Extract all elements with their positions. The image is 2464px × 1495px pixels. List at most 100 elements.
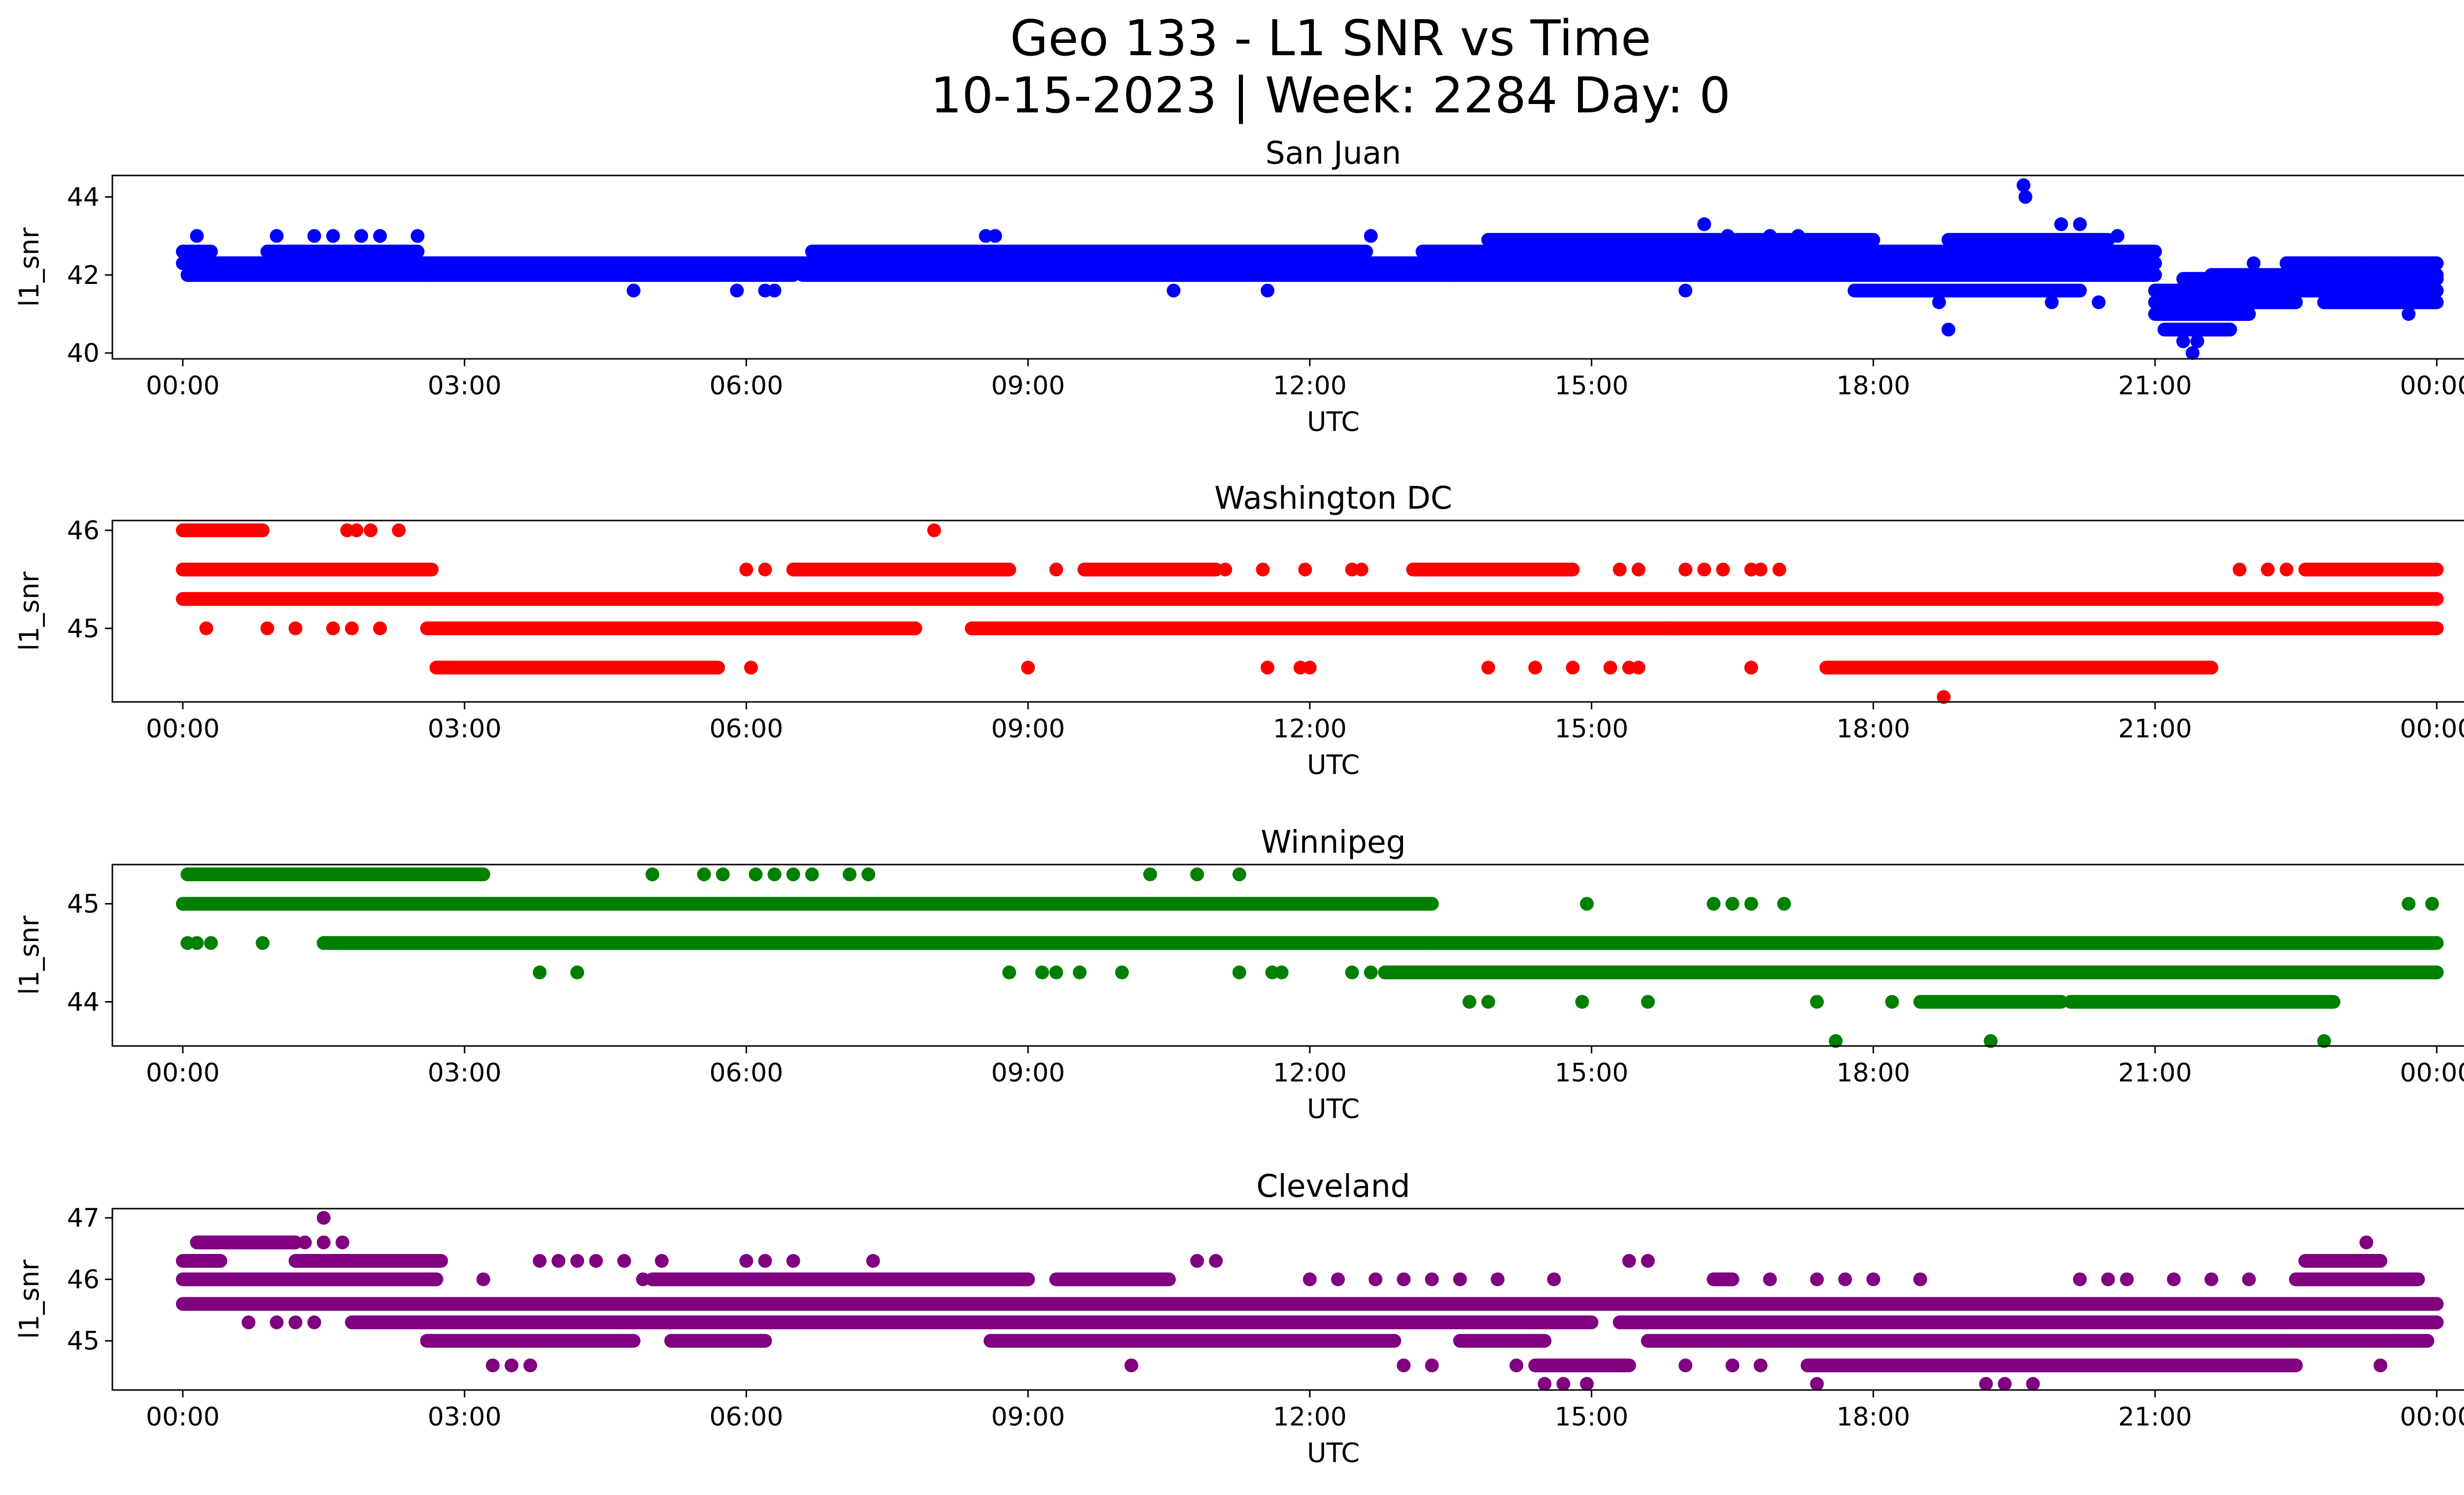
data-point xyxy=(1491,1272,1505,1286)
data-point xyxy=(2260,562,2275,577)
data-point xyxy=(241,1315,256,1329)
data-point xyxy=(2317,1034,2331,1048)
data-point xyxy=(1941,322,1955,337)
data-point xyxy=(1021,661,1035,675)
data-point xyxy=(1580,1377,1594,1391)
data-point xyxy=(805,867,819,881)
data-point xyxy=(2045,295,2059,310)
data-point-run xyxy=(1800,1358,2303,1373)
data-point-run xyxy=(805,256,2162,271)
data-point xyxy=(1725,1358,1740,1373)
x-tick-label: 12:00 xyxy=(1273,371,1347,401)
data-point xyxy=(1302,1272,1317,1286)
data-point xyxy=(2073,1272,2087,1286)
data-point-run xyxy=(1481,233,1881,247)
data-point xyxy=(927,523,941,537)
x-tick-label: 00:00 xyxy=(146,714,220,744)
x-tick-label: 00:00 xyxy=(146,1058,220,1088)
data-point xyxy=(2204,1272,2219,1286)
data-point xyxy=(739,1254,753,1268)
data-point-run xyxy=(786,562,1017,577)
data-point xyxy=(354,229,369,243)
data-point xyxy=(697,867,711,881)
data-point xyxy=(2190,334,2204,348)
data-point xyxy=(1261,283,1275,298)
data-point xyxy=(1984,1034,1998,1048)
data-point xyxy=(373,229,387,243)
data-point xyxy=(1697,217,1711,231)
data-point xyxy=(1049,965,1063,979)
data-point xyxy=(1678,562,1693,577)
data-point xyxy=(504,1358,518,1373)
y-tick-label: 44 xyxy=(67,987,100,1017)
data-point-run xyxy=(420,621,923,635)
data-point-run xyxy=(2289,1272,2425,1286)
data-point xyxy=(1612,562,1627,577)
data-point-run xyxy=(1049,1272,1176,1286)
data-point-run xyxy=(2298,1254,2388,1268)
x-tick-label: 15:00 xyxy=(1555,714,1629,744)
data-point xyxy=(1744,661,1758,675)
data-point xyxy=(767,283,782,298)
data-point xyxy=(2392,256,2406,271)
data-point-run xyxy=(1415,244,2162,259)
y-axis-label: l1_snr xyxy=(14,915,45,995)
data-point xyxy=(749,867,763,881)
data-point xyxy=(2425,897,2439,911)
x-tick-label: 21:00 xyxy=(2118,1402,2192,1432)
data-point-run xyxy=(1453,1334,1552,1348)
data-point xyxy=(570,965,584,979)
x-tick-label: 12:00 xyxy=(1273,1402,1347,1432)
data-point xyxy=(716,867,730,881)
y-tick-label: 45 xyxy=(67,890,100,919)
data-point xyxy=(364,523,378,537)
x-tick-label: 18:00 xyxy=(1836,371,1910,401)
x-tick-label: 21:00 xyxy=(2118,714,2192,744)
data-point xyxy=(1331,1272,1345,1286)
data-point xyxy=(1913,1272,1927,1286)
panel-title: Washington DC xyxy=(1214,480,1452,516)
data-point xyxy=(786,1254,800,1268)
data-point-run xyxy=(1913,995,2068,1009)
data-point xyxy=(335,1235,349,1250)
data-point xyxy=(1509,1358,1524,1373)
x-tick-label: 15:00 xyxy=(1555,1402,1629,1432)
data-point xyxy=(2101,1272,2115,1286)
data-point xyxy=(1298,562,1312,577)
data-point xyxy=(843,867,857,881)
data-point-run xyxy=(1819,661,2219,675)
data-point xyxy=(307,229,321,243)
x-tick-label: 09:00 xyxy=(991,1058,1065,1088)
x-tick-label: 03:00 xyxy=(428,1402,502,1432)
x-tick-label: 09:00 xyxy=(991,714,1065,744)
data-point xyxy=(523,1358,538,1373)
data-point xyxy=(2242,1272,2256,1286)
data-point-run xyxy=(180,867,490,881)
data-point xyxy=(645,867,659,881)
data-point xyxy=(190,936,204,950)
data-point-run xyxy=(180,268,434,282)
data-point xyxy=(1932,295,1946,310)
data-point xyxy=(316,936,331,950)
data-point xyxy=(485,1358,500,1373)
data-point xyxy=(373,621,387,635)
data-point xyxy=(1364,229,1378,243)
data-point xyxy=(1364,965,1378,979)
data-point-run xyxy=(983,1334,1402,1348)
data-point-run xyxy=(175,897,1439,911)
y-tick-label: 40 xyxy=(67,339,100,368)
data-point-run xyxy=(1528,1358,1636,1373)
data-point xyxy=(1697,562,1711,577)
panel-title: Cleveland xyxy=(1256,1168,1410,1204)
data-point xyxy=(2054,217,2068,231)
data-point xyxy=(570,1254,584,1268)
data-point xyxy=(1744,897,1758,911)
x-tick-label: 03:00 xyxy=(428,371,502,401)
x-tick-label: 03:00 xyxy=(428,714,502,744)
data-point-run xyxy=(1406,562,1580,577)
data-point xyxy=(1369,1272,1383,1286)
data-point-run xyxy=(1612,1315,2444,1329)
data-point xyxy=(1866,1272,1881,1286)
data-point xyxy=(1115,965,1129,979)
data-point xyxy=(1641,1254,1655,1268)
